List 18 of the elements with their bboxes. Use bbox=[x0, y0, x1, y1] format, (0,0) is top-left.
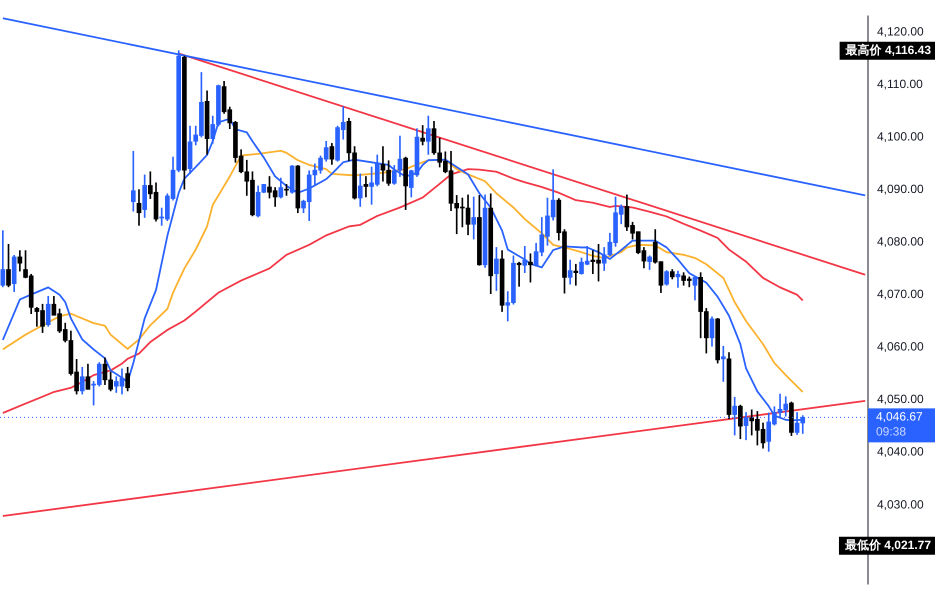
y-tick-label: 4,060.00 bbox=[877, 340, 924, 354]
y-tick-label: 4,050.00 bbox=[877, 392, 924, 406]
y-tick-label: 4,120.00 bbox=[877, 24, 924, 38]
y-tick-label: 4,080.00 bbox=[877, 234, 924, 248]
y-tick-label: 4,110.00 bbox=[877, 76, 924, 91]
annotation: 最高价 4,116.43 bbox=[844, 43, 932, 58]
y-tick-label: 4,070.00 bbox=[877, 287, 924, 302]
candlestick bbox=[676, 270, 680, 288]
candlestick bbox=[528, 253, 533, 282]
y-tick-label: 4,090.00 bbox=[877, 182, 924, 196]
candlestick bbox=[364, 176, 368, 198]
text: 09:38 bbox=[876, 424, 906, 439]
annotation: 最低价 4,021.77 bbox=[844, 538, 932, 552]
candlestick bbox=[284, 184, 289, 196]
y-tick-label: 4,100.00 bbox=[877, 129, 924, 144]
ref-line-label: 4,046.67 bbox=[876, 410, 924, 424]
y-tick-label: 4,040.00 bbox=[877, 444, 924, 459]
y-tick-label: 4,030.00 bbox=[877, 497, 924, 512]
